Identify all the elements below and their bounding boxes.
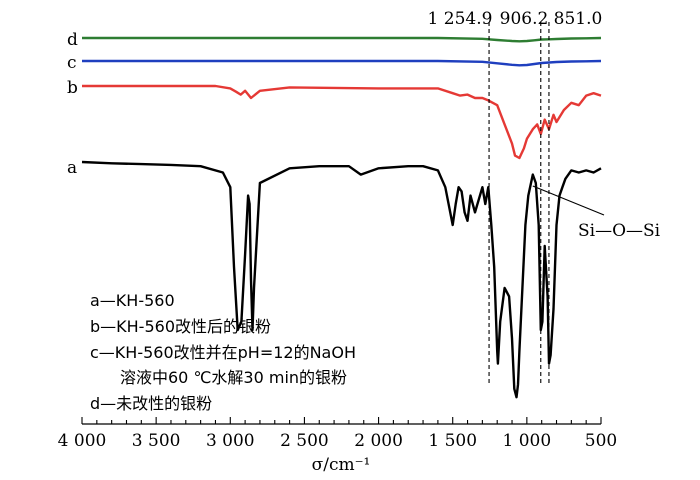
curve-labels: dcb a [67,30,78,178]
peak-marker-label: 851.0 [554,9,603,29]
series-line-d [82,36,602,43]
legend-entry: d—未改性的银粉 [90,394,212,413]
x-tick-label: 2 000 [354,431,403,451]
peak-marker-label: 906.2 [500,9,549,29]
peak-marker-label: 1 254.9 [428,9,493,29]
legend: a—KH-560 b—KH-560改性后的银粉 c—KH-560改性并在pH=12的… [90,291,356,413]
legend-entry: 溶液中60 ℃水解30 min的银粉 [120,368,347,387]
curve-label-a: a [67,158,77,178]
legend-entry: b—KH-560改性后的银粉 [90,317,271,336]
x-tick-label: 1 500 [428,431,477,451]
series-line-c [82,59,602,67]
legend-entry: a—KH-560 [90,291,175,310]
curve-label-b: b [67,78,78,98]
curve-label-c: c [67,53,77,73]
x-tick-label: 500 [585,431,617,451]
annotation-label: Si—O—Si [578,221,661,241]
annotation-leader [532,185,605,216]
x-tick-label: 2 500 [280,431,329,451]
peak-markers: 1 254.9 906.2 851.0 Si—O—Si [428,9,661,386]
x-tick-label: 4 000 [58,431,107,451]
spectra-layer [81,36,602,399]
x-tick-label: 1 000 [503,431,552,451]
x-tick-label: 3 000 [206,431,255,451]
x-axis: 4 000 3 500 3 000 2 500 2 000 1 500 1 000 500 [58,417,617,451]
x-tick-label: 3 500 [132,431,181,451]
legend-entry: c—KH-560改性并在pH=12的NaOH [90,343,356,362]
x-axis-title: σ/cm⁻¹ [312,455,371,475]
series-line-a [81,160,602,399]
curve-label-d: d [67,30,78,50]
series-line-b [82,84,602,160]
